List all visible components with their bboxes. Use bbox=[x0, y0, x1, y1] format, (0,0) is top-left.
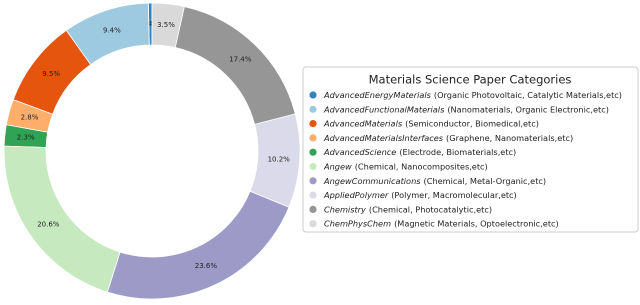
legend-marker bbox=[309, 220, 317, 228]
legend-marker bbox=[309, 177, 317, 185]
wedge-label: 9.5% bbox=[42, 70, 60, 78]
legend-detail: (Organic Photovoltaic, Catalytic Materia… bbox=[434, 90, 622, 100]
legend-title: Materials Science Paper Categories bbox=[369, 73, 572, 87]
wedge bbox=[3, 145, 121, 293]
legend-box bbox=[302, 66, 639, 233]
legend-label: AngewCommunications (Chemical, Metal-Orga… bbox=[323, 175, 546, 185]
legend-name: Angew bbox=[323, 161, 352, 171]
wedge-label: 9.4% bbox=[103, 27, 121, 35]
legend-label: ChemPhysChem (Magnetic Materials, Optoele… bbox=[324, 218, 559, 228]
wedge bbox=[151, 2, 185, 49]
legend-name: AdvancedEnergyMaterials bbox=[323, 90, 432, 100]
legend-detail: (Chemical, Photocatalytic,etc) bbox=[369, 204, 492, 214]
legend-name: AngewCommunications bbox=[323, 175, 421, 185]
legend-detail: (Graphene, Nanomaterials,etc) bbox=[446, 132, 573, 142]
wedge-label: 17.4% bbox=[229, 56, 252, 64]
wedge-label: 10.2% bbox=[268, 156, 291, 164]
legend-label: AppliedPolymer (Polymer, Macromolecular,e… bbox=[323, 190, 517, 200]
legend-marker bbox=[309, 148, 317, 156]
legend-marker bbox=[309, 162, 317, 171]
legend-label: AdvancedFunctionalMaterials (Nanomaterial… bbox=[323, 104, 609, 114]
legend-detail: (Chemical, Metal-Organic,etc) bbox=[424, 175, 547, 185]
legend-detail: (Magnetic Materials, Optoelectronic,etc) bbox=[394, 218, 559, 228]
legend-marker bbox=[309, 205, 317, 213]
legend-detail: (Semiconductor, Biomedical,etc) bbox=[405, 118, 539, 128]
wedge-label: 0.4% bbox=[142, 20, 160, 28]
legend-name: AdvancedMaterialsInterfaces bbox=[323, 132, 444, 142]
legend-label: AdvancedScience (Electrode, Biomaterials,… bbox=[323, 147, 516, 157]
legend-marker bbox=[309, 134, 317, 142]
wedge bbox=[174, 6, 296, 125]
legend-name: AppliedPolymer bbox=[323, 190, 389, 200]
legend-name: ChemPhysChem bbox=[324, 218, 391, 228]
legend-label: AdvancedMaterialsInterfaces (Graphene, Na… bbox=[323, 132, 573, 142]
legend-label: AdvancedMaterials (Semiconductor, Biomedi… bbox=[323, 118, 539, 128]
wedge-label: 20.6% bbox=[37, 220, 60, 228]
wedge-label: 2.8% bbox=[21, 114, 39, 122]
legend-detail: (Nanomaterials, Organic Electronic,etc) bbox=[447, 104, 609, 114]
legend-name: AdvancedMaterials bbox=[323, 118, 403, 128]
wedge-label: 3.5% bbox=[157, 21, 175, 29]
legend-name: Chemistry bbox=[324, 204, 366, 214]
wedge bbox=[106, 190, 290, 300]
legend-detail: (Electrode, Biomaterials,etc) bbox=[399, 147, 516, 157]
legend-detail: (Polymer, Macromolecular,etc) bbox=[391, 190, 517, 200]
legend-marker bbox=[309, 120, 317, 128]
legend-name: AdvancedFunctionalMaterials bbox=[323, 104, 445, 114]
legend-marker bbox=[309, 191, 317, 199]
legend-label: Angew (Chemical, Nanocomposites,etc) bbox=[323, 161, 488, 171]
legend-marker bbox=[309, 105, 317, 113]
legend-label: Chemistry (Chemical, Photocatalytic,etc) bbox=[324, 204, 492, 214]
wedge-label: 23.6% bbox=[195, 262, 218, 270]
legend-name: AdvancedScience bbox=[323, 147, 396, 157]
legend-label: AdvancedEnergyMaterials (Organic Photovol… bbox=[323, 90, 622, 100]
legend-marker bbox=[309, 91, 317, 99]
wedge-label: 2.3% bbox=[17, 134, 35, 142]
legend-detail: (Chemical, Nanocomposites,etc) bbox=[355, 161, 488, 171]
